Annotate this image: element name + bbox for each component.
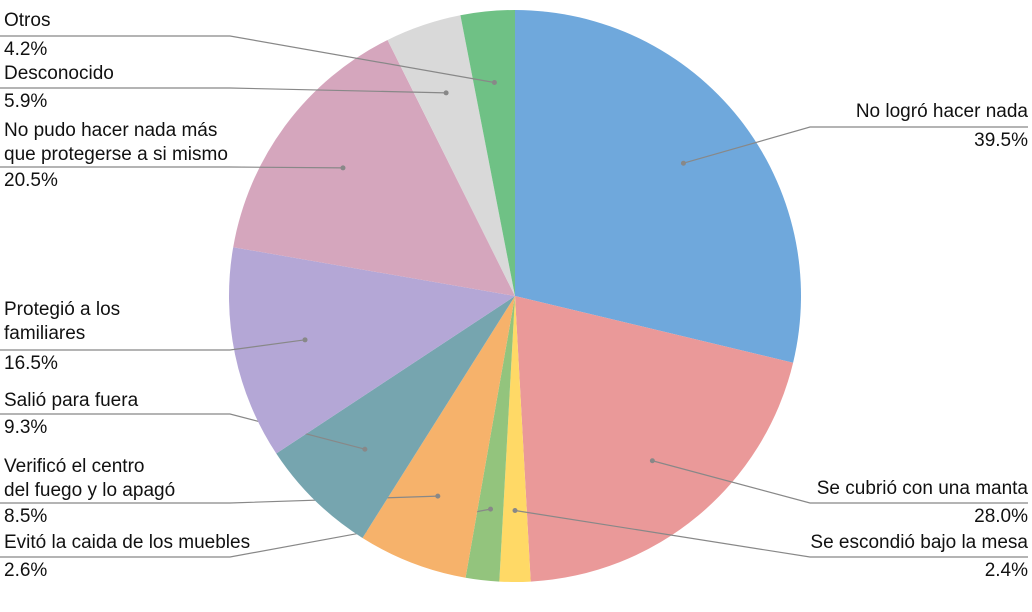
- leader-line: [0, 166, 343, 169]
- slice-label: Otros: [4, 10, 51, 31]
- pie-slice: [515, 10, 802, 363]
- pie-slice: [233, 39, 515, 296]
- leader-line: [0, 87, 447, 94]
- slice-label: Verificó el centro del fuego y lo apagó: [4, 456, 176, 501]
- leader-line: [0, 339, 306, 351]
- pie-slice: [276, 296, 515, 538]
- value-label: 39.5%: [974, 130, 1028, 151]
- pie-slice: [465, 296, 515, 582]
- value-label: 20.5%: [4, 170, 58, 191]
- pie-slice: [515, 296, 794, 582]
- leader-dot: [649, 458, 655, 464]
- pie-slice: [228, 247, 515, 454]
- value-label: 16.5%: [4, 353, 58, 374]
- leader-line: [683, 126, 1028, 164]
- value-label: 8.5%: [4, 506, 48, 527]
- leader-dot: [302, 337, 308, 343]
- leader-dot: [435, 493, 441, 499]
- slice-label: Se escondió bajo la mesa: [810, 532, 1028, 553]
- leader-line: [0, 413, 366, 450]
- slice-label: Se cubrió con una manta: [816, 478, 1028, 499]
- pie-slice: [460, 10, 515, 296]
- slice-label: Salió para fuera: [4, 390, 139, 411]
- leader-dot: [443, 90, 449, 96]
- leader-dot: [512, 508, 518, 513]
- value-label: 9.3%: [4, 417, 48, 438]
- leader-dot: [362, 446, 368, 452]
- value-label: 5.9%: [4, 91, 48, 112]
- pie-slice: [499, 296, 531, 583]
- value-label: 2.4%: [984, 560, 1028, 581]
- leader-line: [0, 35, 495, 84]
- slice-label: Protegió a los familiares: [4, 299, 121, 344]
- value-label: 4.2%: [4, 39, 48, 60]
- value-label: 2.6%: [4, 560, 48, 581]
- pie-slice: [387, 15, 515, 296]
- leader-dot: [340, 165, 346, 171]
- pie-slice: [362, 296, 515, 578]
- slice-label: No pudo hacer nada más que protegerse a …: [4, 120, 228, 165]
- slice-label: Evitó la caida de los muebles: [4, 532, 251, 553]
- leader-dot: [680, 160, 686, 166]
- slice-label: Desconocido: [4, 63, 114, 84]
- leader-line: [652, 460, 1028, 504]
- slice-label: No logró hacer nada: [855, 101, 1028, 122]
- leader-dot: [491, 79, 497, 85]
- leader-line: [514, 509, 1028, 558]
- value-label: 28.0%: [974, 506, 1028, 527]
- leader-dot: [488, 506, 494, 512]
